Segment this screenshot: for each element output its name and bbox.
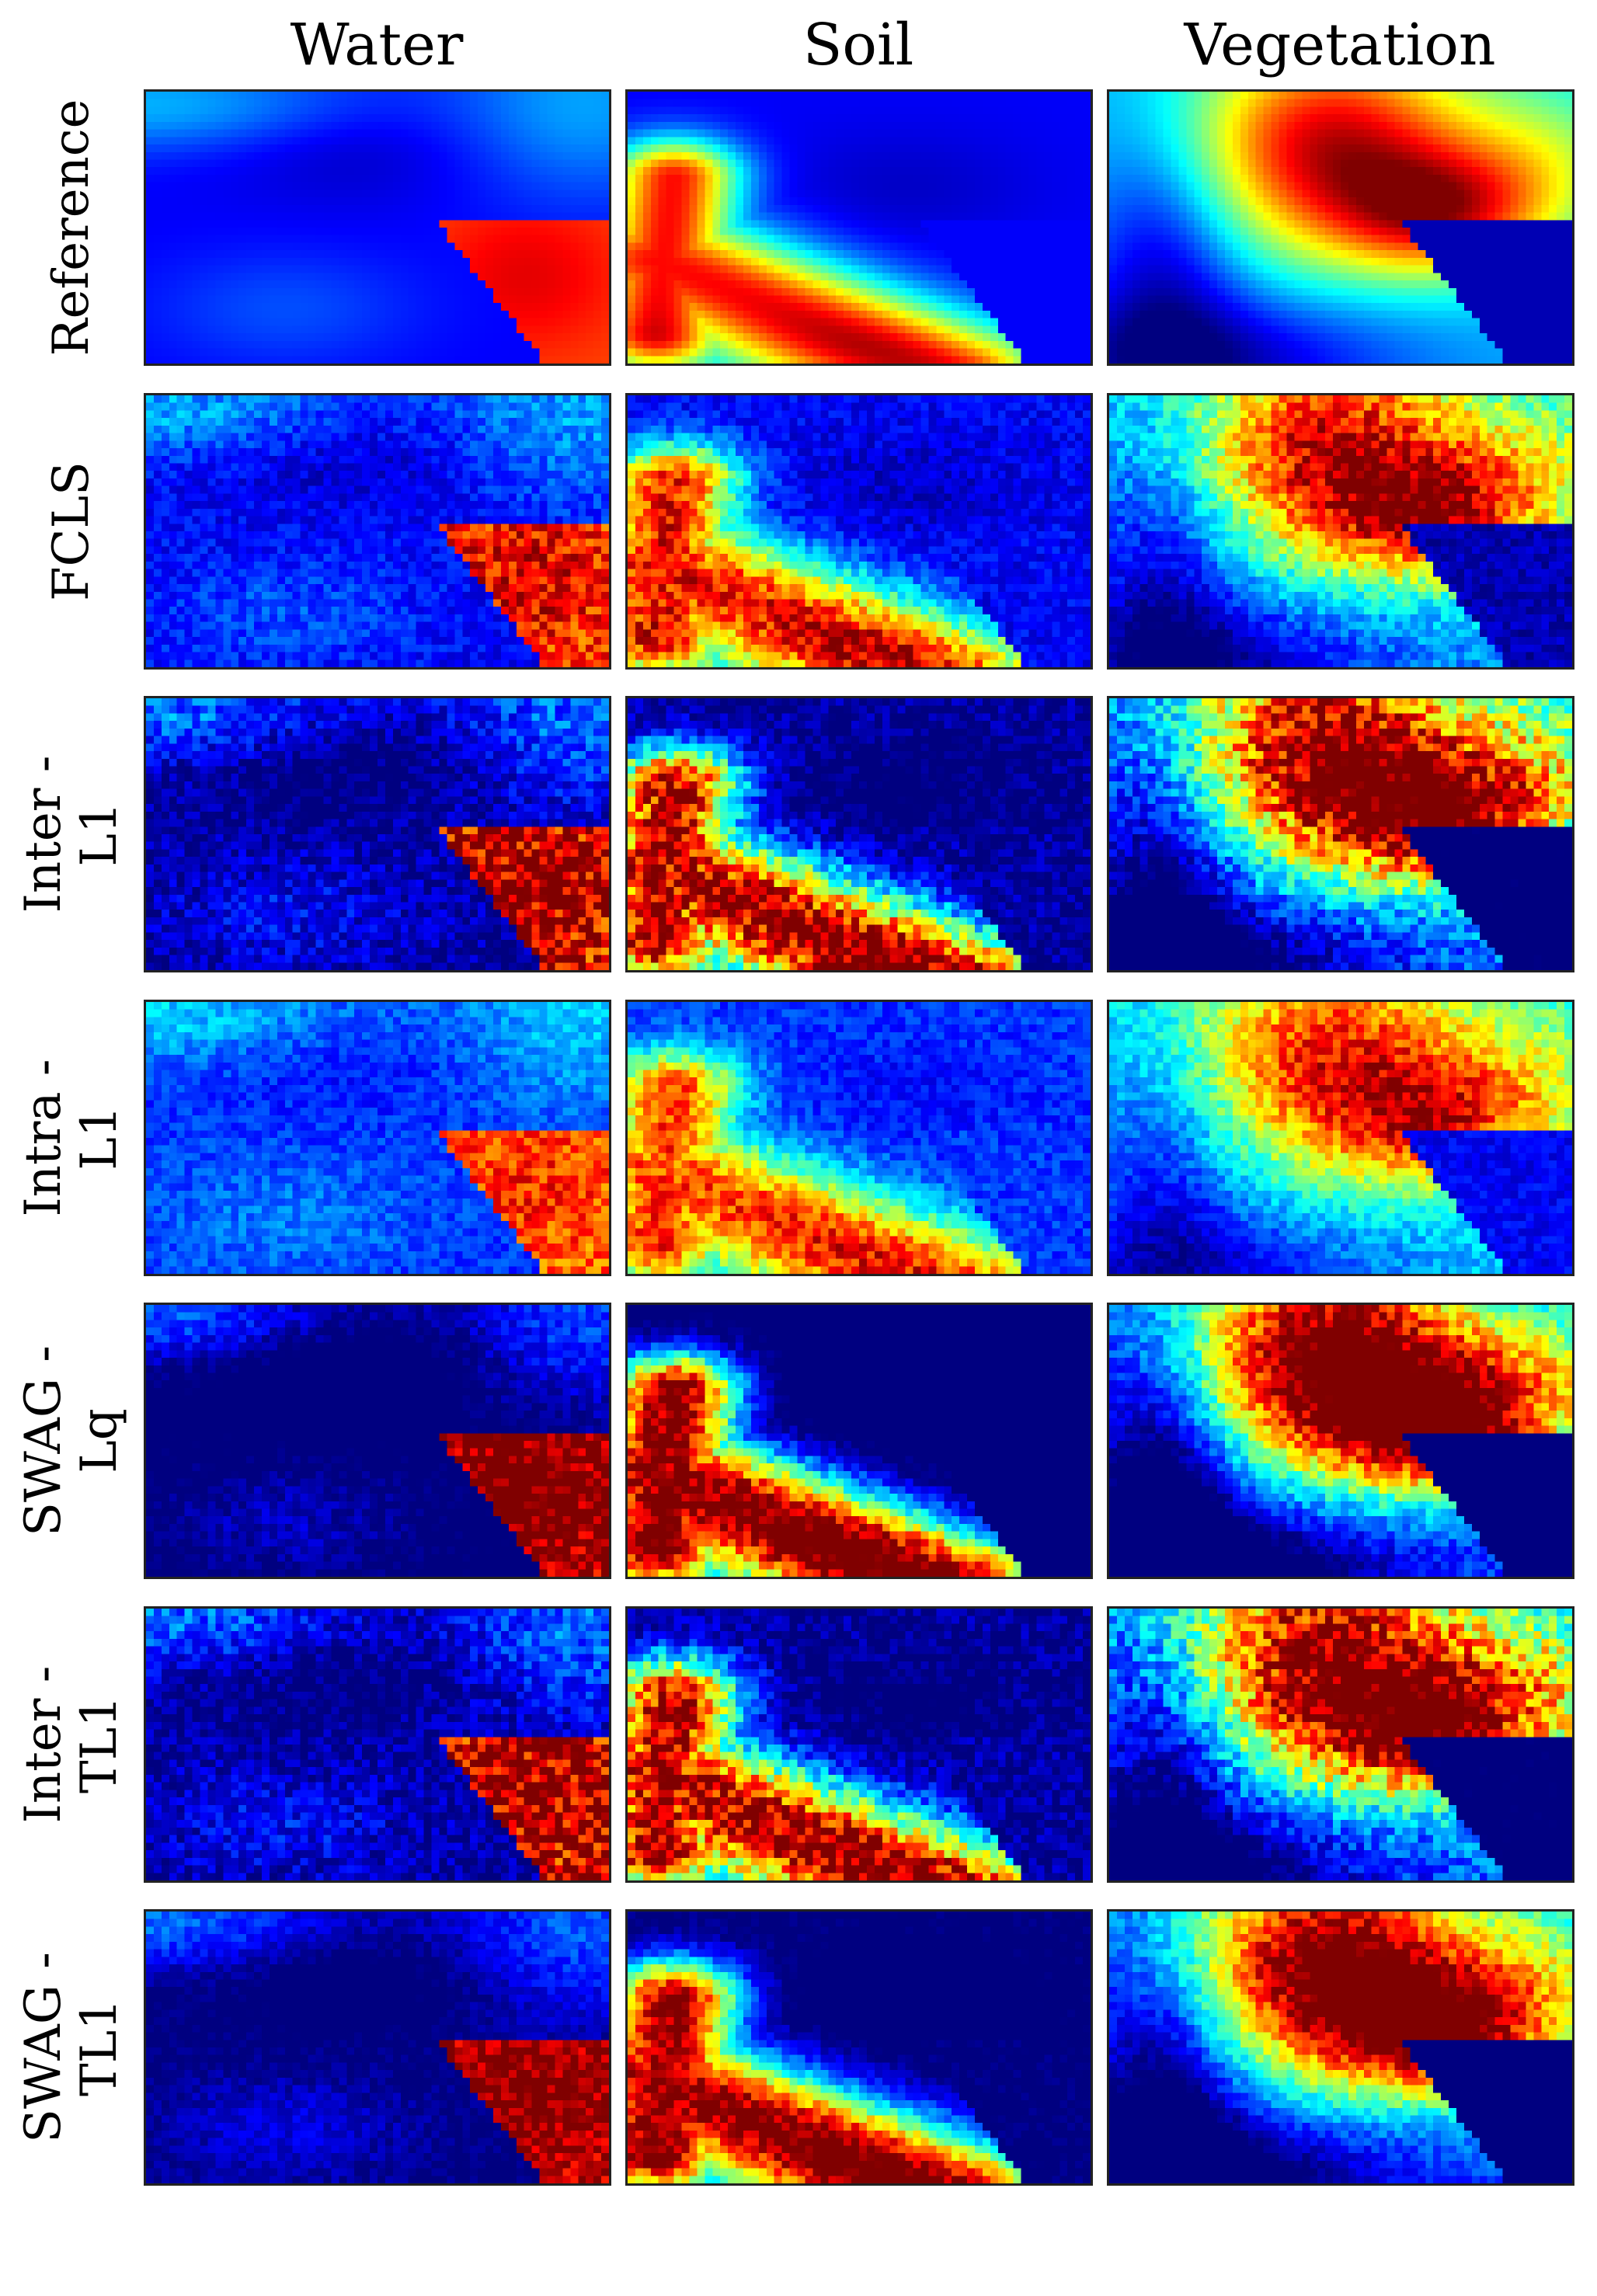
heatmap-panel-water (144, 1909, 611, 2186)
row-label: SWAG - TL1 (15, 1952, 128, 2143)
heatmap-panel-soil (625, 1606, 1093, 1883)
row-label: Reference (43, 99, 100, 357)
heatmap-image (628, 395, 1091, 667)
heatmap-image (146, 92, 609, 364)
heatmap-image (146, 1609, 609, 1880)
heatmap-image (1109, 698, 1572, 970)
heatmap-panel-water (144, 393, 611, 670)
heatmap-image (146, 698, 609, 970)
heatmap-panel-soil (625, 1000, 1093, 1276)
heatmap-panel-water (144, 89, 611, 366)
heatmap-image (1109, 395, 1572, 667)
heatmap-image (1109, 92, 1572, 364)
row-label: Inter - TL1 (15, 1665, 128, 1824)
heatmap-panel-soil (625, 89, 1093, 366)
heatmap-image (1109, 1912, 1572, 2183)
heatmap-image (1109, 1305, 1572, 1577)
heatmap-image (146, 1002, 609, 1274)
heatmap-image (146, 1305, 609, 1577)
row-label: SWAG - Lq (15, 1345, 128, 1536)
row-label: Intra - L1 (15, 1059, 128, 1217)
heatmap-panel-water (144, 1606, 611, 1883)
heatmap-image (628, 1002, 1091, 1274)
heatmap-panel-water (144, 696, 611, 972)
heatmap-image (146, 395, 609, 667)
heatmap-panel-water (144, 1303, 611, 1579)
heatmap-panel-vegetation (1107, 1000, 1574, 1276)
heatmap-image (146, 1912, 609, 2183)
heatmap-image (628, 1609, 1091, 1880)
heatmap-panel-vegetation (1107, 89, 1574, 366)
heatmap-panel-soil (625, 1303, 1093, 1579)
heatmap-panel-vegetation (1107, 1303, 1574, 1579)
heatmap-image (628, 1305, 1091, 1577)
heatmap-panel-vegetation (1107, 393, 1574, 670)
heatmap-panel-soil (625, 696, 1093, 972)
heatmap-panel-vegetation (1107, 696, 1574, 972)
heatmap-panel-soil (625, 393, 1093, 670)
heatmap-panel-vegetation (1107, 1606, 1574, 1883)
column-title-water: Water (290, 12, 464, 78)
row-label: Inter - L1 (15, 755, 128, 913)
heatmap-image (628, 698, 1091, 970)
heatmap-image (1109, 1609, 1572, 1880)
heatmap-panel-soil (625, 1909, 1093, 2186)
heatmap-panel-water (144, 1000, 611, 1276)
heatmap-panel-vegetation (1107, 1909, 1574, 2186)
heatmap-image (628, 92, 1091, 364)
column-title-soil: Soil (802, 12, 914, 78)
heatmap-image (628, 1912, 1091, 2183)
heatmap-image (1109, 1002, 1572, 1274)
column-title-vegetation: Vegetation (1184, 12, 1496, 78)
row-label: FCLS (43, 461, 100, 601)
